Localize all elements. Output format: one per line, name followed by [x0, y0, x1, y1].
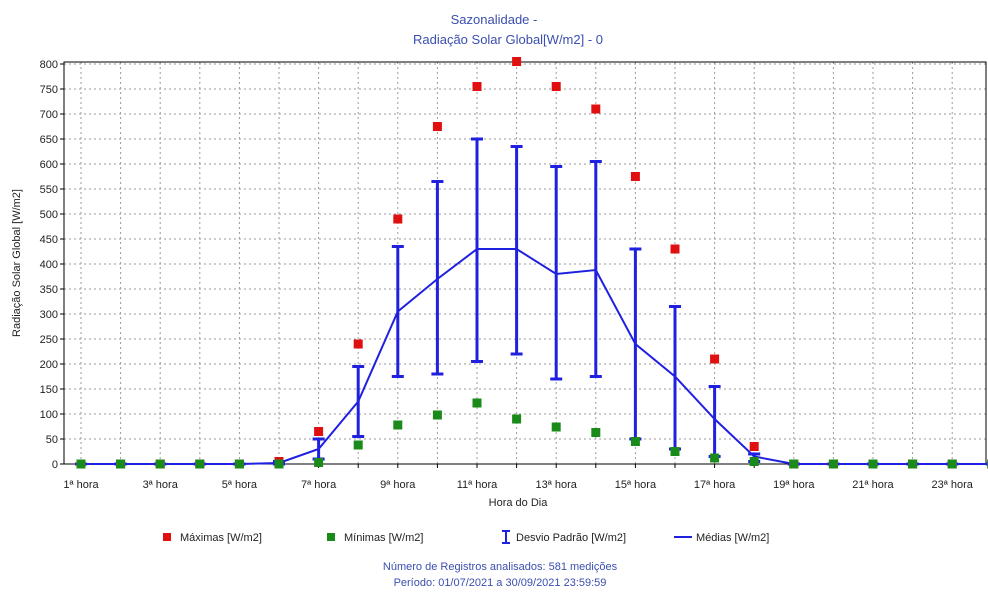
min-point: [868, 459, 878, 469]
y-tick-label: 150: [40, 384, 58, 396]
plot-grid: [64, 62, 986, 465]
max-points: [76, 57, 988, 469]
errorbar: [550, 165, 563, 381]
x-tick-label: 7ª hora: [301, 479, 337, 491]
max-point: [749, 442, 759, 451]
legend: Máximas [W/m2] Mínimas [W/m2] Desvio Pad…: [163, 530, 769, 544]
min-point: [472, 398, 482, 408]
legend-min-marker: [327, 533, 335, 541]
min-point: [630, 437, 640, 446]
x-tick-label: 1ª hora: [63, 479, 99, 491]
y-tick-label: 500: [40, 209, 58, 221]
min-point: [116, 459, 126, 469]
x-tick-label: 5ª hora: [222, 479, 258, 491]
legend-std-marker: [502, 530, 510, 544]
legend-max-label: Máximas [W/m2]: [180, 532, 262, 544]
y-tick-label: 600: [40, 159, 58, 171]
y-tick-label: 250: [40, 334, 58, 346]
min-points: [76, 398, 988, 469]
min-point: [551, 422, 561, 432]
min-point: [828, 459, 838, 469]
y-tick-label: 700: [40, 109, 58, 121]
y-tick-label: 800: [40, 59, 58, 71]
errorbar: [708, 385, 721, 458]
x-axis-label: Hora do Dia: [489, 497, 549, 509]
mean-line: [81, 248, 988, 465]
x-tick-label: 3ª hora: [143, 479, 179, 491]
max-point: [353, 339, 363, 349]
footer-period: Período: 01/07/2021 a 30/09/2021 23:59:5…: [394, 577, 607, 589]
x-tick-label: 9ª hora: [380, 479, 416, 491]
mean-line-group: [81, 248, 988, 465]
y-tick-label: 350: [40, 284, 58, 296]
std-dev-errorbars: [75, 137, 988, 466]
max-point: [432, 122, 442, 131]
y-tick-label: 550: [40, 184, 58, 196]
max-point: [393, 214, 403, 224]
plot-frame: [63, 61, 987, 465]
min-point: [274, 459, 284, 469]
x-tick-label: 17ª hora: [694, 479, 736, 491]
min-point: [76, 459, 86, 469]
y-tick-label: 200: [40, 359, 58, 371]
max-point: [630, 172, 640, 181]
min-point: [155, 459, 165, 469]
max-point: [512, 57, 522, 66]
min-point: [947, 459, 957, 469]
max-point: [710, 354, 720, 364]
legend-min-label: Mínimas [W/m2]: [344, 532, 423, 544]
y-tick-label: 650: [40, 134, 58, 146]
min-point: [710, 453, 720, 463]
chart-title: Sazonalidade -: [451, 12, 538, 27]
y-tick-label: 0: [52, 459, 58, 471]
y-axis-label: Radiação Solar Global [W/m2]: [11, 189, 23, 337]
min-point: [353, 440, 363, 450]
y-tick-label: 100: [40, 409, 58, 421]
max-point: [314, 427, 324, 436]
legend-std-label: Desvio Padrão [W/m2]: [516, 532, 626, 544]
y-tick-label: 750: [40, 84, 58, 96]
legend-mean-label: Médias [W/m2]: [696, 532, 769, 544]
chart-subtitle: Radiação Solar Global[W/m2] - 0: [413, 32, 603, 47]
min-point: [749, 457, 759, 466]
max-point: [591, 104, 601, 114]
legend-max-marker: [163, 533, 171, 541]
min-point: [670, 447, 680, 456]
min-point: [789, 459, 799, 469]
x-tick-label: 21ª hora: [852, 479, 894, 491]
min-point: [432, 410, 442, 420]
max-point: [551, 82, 561, 91]
footer-records: Número de Registros analisados: 581 medi…: [383, 561, 618, 573]
min-point: [314, 458, 324, 467]
y-tick-label: 300: [40, 309, 58, 321]
x-tick-label: 15ª hora: [615, 479, 657, 491]
x-axis-ticks: 1ª hora 3ª hora 5ª hora 7ª hora 9ª hora 11ª h…: [63, 464, 974, 491]
min-point: [234, 459, 244, 469]
y-axis-ticks: 0 50 100 150 200 250 300 350 400 450 500 550 600 650 7…: [40, 59, 64, 471]
min-point: [512, 414, 522, 424]
min-point: [908, 459, 918, 469]
max-point: [670, 244, 680, 254]
errorbar: [510, 145, 523, 356]
x-tick-label: 11ª hora: [457, 479, 498, 491]
min-point: [393, 420, 403, 430]
min-point: [591, 428, 601, 437]
y-tick-label: 450: [40, 234, 58, 246]
x-tick-label: 13ª hora: [536, 479, 578, 491]
x-tick-label: 19ª hora: [773, 479, 815, 491]
y-tick-label: 400: [40, 259, 58, 271]
x-tick-label: 23ª hora: [932, 479, 974, 491]
max-point: [472, 82, 482, 91]
min-point: [195, 459, 205, 469]
y-tick-label: 50: [46, 434, 58, 446]
